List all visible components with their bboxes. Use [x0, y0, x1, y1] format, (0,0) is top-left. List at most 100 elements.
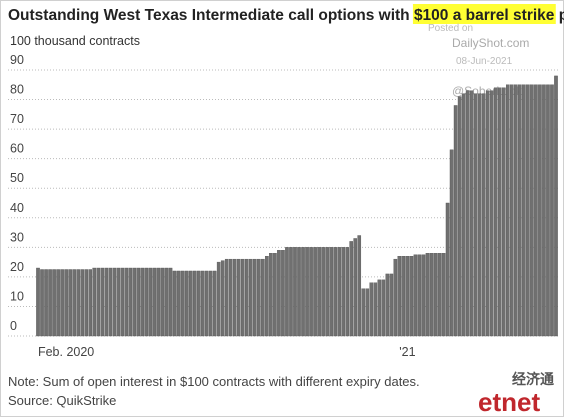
- watermark: Posted on: [428, 23, 473, 34]
- bar: [208, 270, 213, 337]
- bar: [369, 282, 374, 337]
- bar: [526, 84, 530, 337]
- title-highlight-text: $100 a barrel strike: [414, 7, 555, 24]
- bar: [433, 253, 438, 337]
- bar: [273, 253, 277, 337]
- bar: [176, 270, 181, 337]
- bar: [518, 84, 522, 337]
- bar: [277, 250, 281, 337]
- bar: [92, 267, 97, 337]
- bar: [485, 90, 490, 337]
- logo: etnet: [478, 387, 540, 417]
- bar: [445, 202, 450, 337]
- bar: [240, 258, 245, 337]
- bar: [489, 90, 494, 337]
- bar: [293, 247, 297, 337]
- y-tick-label: 80: [10, 83, 24, 97]
- y-tick-label: 70: [10, 112, 24, 126]
- bar: [192, 270, 197, 337]
- bar: [497, 87, 502, 337]
- y-tick-label: 50: [10, 171, 24, 185]
- bar: [349, 241, 354, 337]
- bar: [554, 75, 558, 337]
- bar: [309, 247, 313, 337]
- bar: [321, 247, 325, 337]
- bar: [437, 253, 442, 337]
- y-tick-label: 90: [10, 53, 24, 67]
- bar: [200, 270, 205, 337]
- bar: [546, 84, 550, 337]
- bar: [301, 247, 305, 337]
- bar: [289, 247, 293, 337]
- bar: [172, 270, 177, 337]
- bar: [409, 256, 414, 337]
- bar: [530, 84, 534, 337]
- bar: [341, 247, 345, 337]
- bar: [104, 267, 109, 337]
- bar: [337, 247, 341, 337]
- bar: [481, 93, 486, 337]
- bar: [265, 256, 269, 337]
- bar: [417, 254, 422, 337]
- bar: [224, 258, 229, 337]
- bar: [132, 267, 137, 337]
- y-tick-label: 40: [10, 201, 24, 215]
- bar: [80, 269, 84, 337]
- x-tick-label: Feb. 2020: [38, 345, 94, 359]
- y-tick-label: 60: [10, 142, 24, 156]
- bar: [317, 247, 321, 337]
- bar: [510, 84, 514, 337]
- bar: [68, 269, 72, 337]
- bar: [84, 269, 88, 337]
- y-tick-label: 30: [10, 230, 24, 244]
- bar: [184, 270, 189, 337]
- bar: [168, 267, 173, 337]
- bar: [220, 260, 225, 337]
- bar: [542, 84, 546, 337]
- bar: [365, 288, 370, 337]
- bar: [60, 269, 64, 337]
- bar: [96, 267, 101, 337]
- bar: [501, 87, 506, 337]
- bar: [361, 288, 366, 337]
- bar: [397, 256, 402, 337]
- bar: [453, 105, 458, 337]
- bar: [457, 96, 462, 337]
- bar: [461, 93, 466, 337]
- bar: [373, 282, 378, 337]
- bar: [52, 269, 56, 337]
- title-part: price: [554, 7, 564, 24]
- y-tick-label: 20: [10, 260, 24, 274]
- logo-text: 经济通: [512, 371, 554, 387]
- bar: [108, 267, 113, 337]
- bar: [421, 254, 426, 337]
- y-tick-label: 10: [10, 289, 24, 303]
- bar: [140, 267, 145, 337]
- bar: [493, 87, 498, 337]
- bar: [441, 253, 446, 337]
- bar: [120, 267, 125, 337]
- bar: [249, 258, 253, 337]
- bar: [232, 258, 237, 337]
- bar: [477, 93, 482, 337]
- source: Source: QuikStrike: [8, 393, 116, 408]
- bar: [377, 279, 382, 337]
- bar: [297, 247, 301, 337]
- bar: [245, 258, 249, 337]
- bar: [136, 267, 141, 337]
- bar: [538, 84, 542, 337]
- bar: [257, 258, 261, 337]
- bar: [228, 258, 233, 337]
- bar: [473, 93, 478, 337]
- bar: [72, 269, 76, 337]
- bar: [180, 270, 185, 337]
- title-highlight: [412, 4, 556, 24]
- bar: [188, 270, 193, 337]
- bar: [405, 256, 410, 337]
- bar: [100, 267, 105, 337]
- bar: [48, 269, 52, 337]
- bar: [333, 247, 337, 337]
- bar: [56, 269, 60, 337]
- x-tick-label: '21: [399, 345, 415, 359]
